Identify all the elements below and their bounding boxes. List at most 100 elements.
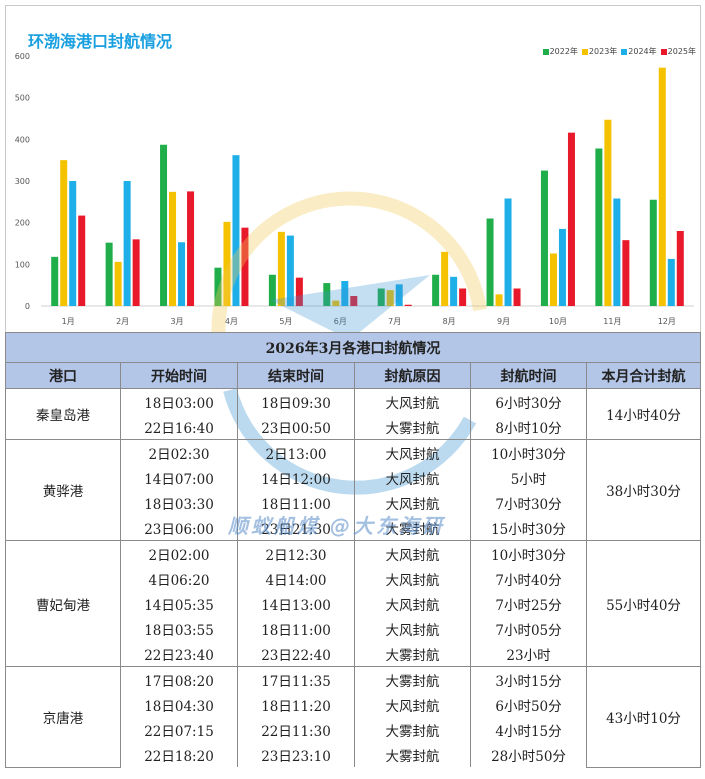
table-row: 4日06:20 4日14:00 大风封航 7小时40分 (6, 566, 701, 591)
legend-item: 2023年 (581, 46, 617, 57)
chart-title: 环渤海港口封航情况 (28, 32, 173, 51)
legend-label: 2025年 (667, 47, 696, 56)
table-cell: 大风封航 (354, 591, 471, 616)
y-tick-label: 600 (15, 52, 30, 61)
bar (513, 288, 521, 306)
legend-item: 2022年 (542, 46, 578, 57)
table-cell: 23日06:00 (120, 515, 238, 541)
table-cell: 5小时 (470, 465, 587, 490)
table-cell: 大风封航 (354, 692, 471, 717)
x-tick-label: 12月 (658, 317, 676, 326)
table-cell: 3小时15分 (470, 666, 587, 692)
legend-swatch (542, 48, 549, 55)
bar (504, 198, 512, 306)
table-cell: 18日11:00 (237, 616, 355, 641)
bar (268, 274, 276, 306)
bar (132, 239, 140, 306)
port-name-cell: 黄骅港 (5, 439, 121, 541)
bar (169, 191, 177, 306)
table-row: 22日23:40 23日22:40 大雾封航 23小时 (6, 641, 701, 667)
table-header-cell: 结束时间 (237, 362, 355, 389)
y-tick-label: 300 (15, 177, 30, 186)
table-cell: 7小时40分 (470, 566, 587, 591)
table-cell: 10小时30分 (470, 439, 587, 465)
table-cell: 大风封航 (354, 616, 471, 641)
table-row: 黄骅港 2日02:30 2日13:00 大风封航 10小时30分 38小时30分 (5, 439, 702, 541)
table-header-cell: 封航时间 (470, 362, 587, 389)
bar (295, 277, 303, 306)
month-total-cell: 43小时10分 (585, 666, 702, 768)
x-tick-label: 11月 (603, 317, 621, 326)
table-row: 秦皇岛港 18日03:00 18日09:30 大风封航 6小时30分 14小时40分 (5, 388, 702, 440)
bar-chart: 0 100 200 300 400 500 600 1月 2月 3月 4月 5月 6月 7月 8月 9月 10月… (15, 52, 694, 326)
table-header-cell: 封航原因 (354, 362, 471, 389)
table-caption: 2026年3月各港口封航情况 (4, 332, 702, 363)
table-cell: 8小时10分 (470, 414, 587, 440)
bar (377, 288, 385, 306)
table-cell: 大雾封航 (354, 641, 471, 667)
table-cell: 6小时50分 (470, 692, 587, 717)
table-header-cell: 开始时间 (120, 362, 238, 389)
table-cell: 大风封航 (354, 388, 471, 414)
table-cell: 大雾封航 (354, 414, 471, 440)
bar (332, 300, 340, 306)
port-name-cell: 秦皇岛港 (5, 388, 121, 440)
bar (622, 240, 630, 306)
x-tick-label: 3月 (170, 317, 183, 326)
table-cell: 17日11:35 (237, 666, 355, 692)
table-cell: 18日11:00 (237, 490, 355, 515)
bar (78, 215, 86, 306)
table-cell: 大雾封航 (354, 515, 471, 541)
legend-swatch (660, 48, 667, 55)
table-cell: 7小时05分 (470, 616, 587, 641)
x-tick-label: 6月 (334, 317, 347, 326)
table-cell: 18日11:20 (237, 692, 355, 717)
bar (350, 296, 358, 306)
legend-label: 2024年 (628, 47, 657, 56)
table-row: 23日06:00 23日21:30 大雾封航 15小时30分 (6, 515, 701, 541)
table-row: 18日04:30 18日11:20 大风封航 6小时50分 (6, 692, 701, 717)
bar (486, 218, 494, 306)
table-cell: 22日07:15 (120, 717, 238, 742)
x-tick-label: 7月 (388, 317, 401, 326)
table-cell: 22日18:20 (120, 742, 238, 767)
table-cell: 2日02:00 (120, 540, 238, 566)
table-cell: 18日03:55 (120, 616, 238, 641)
table-cell: 14日12:00 (237, 465, 355, 490)
table-row: 14日07:00 14日12:00 大风封航 5小时 (6, 465, 701, 490)
table-cell: 2日12:30 (237, 540, 355, 566)
bar (232, 155, 240, 306)
bar (114, 261, 122, 306)
bar (595, 148, 603, 306)
table-row: 14日05:35 14日13:00 大风封航 7小时25分 (6, 591, 701, 616)
chart-legend: 2022年 2023年 2024年 2025年 (542, 46, 696, 57)
table-cell: 18日03:00 (120, 388, 238, 414)
table-cell: 4日14:00 (237, 566, 355, 591)
month-total-cell: 38小时30分 (585, 439, 702, 541)
bar (214, 267, 222, 306)
month-total-cell: 14小时40分 (585, 388, 702, 440)
chart-panel: 0 100 200 300 400 500 600 1月 2月 3月 4月 5月 6月 7月 8月 9月 10月… (5, 5, 701, 333)
x-tick-label: 2月 (116, 317, 129, 326)
bar (386, 290, 394, 306)
month-total-cell: 55小时40分 (585, 540, 702, 667)
y-tick-label: 400 (15, 135, 30, 144)
table-cell: 大雾封航 (354, 742, 471, 767)
table-cell: 10小时30分 (470, 540, 587, 566)
bar (404, 304, 412, 306)
x-tick-label: 5月 (279, 317, 292, 326)
bar (187, 191, 195, 306)
bar (51, 256, 59, 306)
legend-item: 2025年 (660, 46, 696, 57)
y-tick-label: 0 (25, 302, 30, 311)
table-cell: 14日05:35 (120, 591, 238, 616)
bar (323, 283, 331, 306)
bar (341, 281, 349, 306)
bar (69, 181, 77, 306)
bar (549, 253, 557, 306)
table-cell: 14日13:00 (237, 591, 355, 616)
table-row: 22日16:40 23日00:50 大雾封航 8小时10分 (6, 414, 701, 440)
table-cell: 23日23:10 (237, 742, 355, 767)
x-tick-label: 10月 (549, 317, 567, 326)
legend-swatch (621, 48, 628, 55)
